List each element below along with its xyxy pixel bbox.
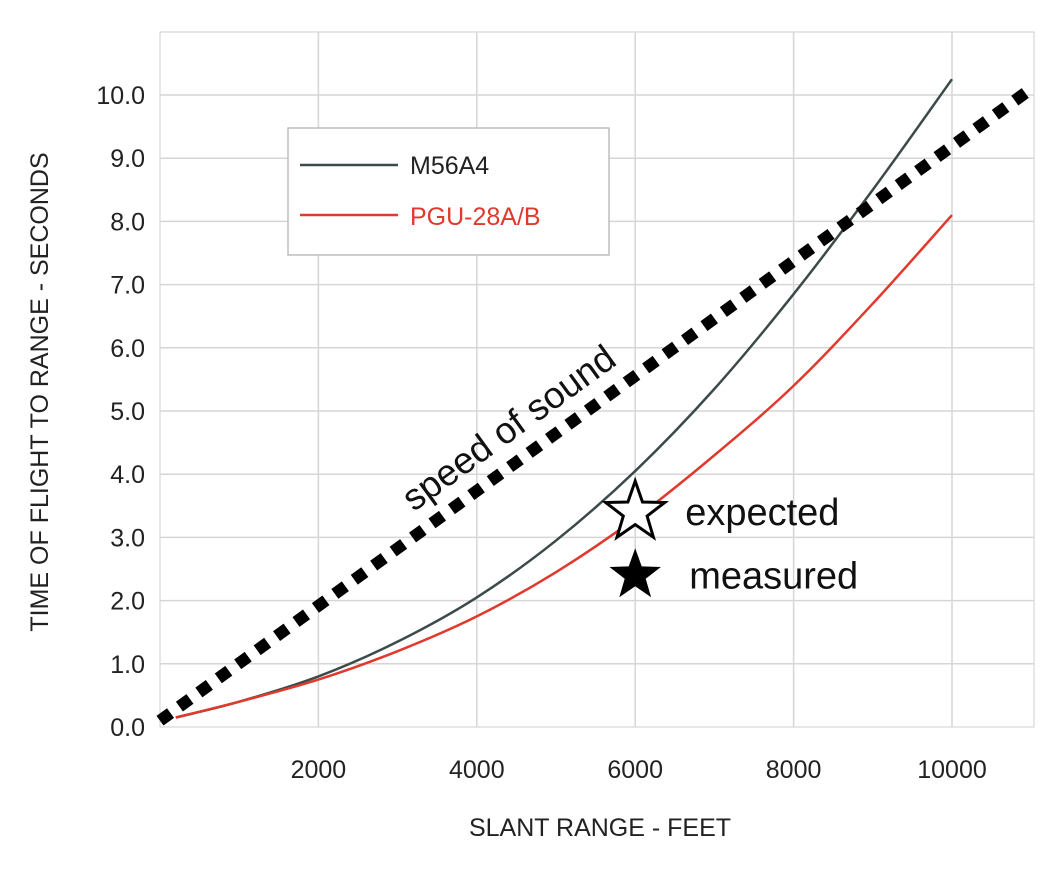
- annotation-markers: [601, 476, 669, 598]
- y-tick-label-7: 7.0: [110, 272, 145, 300]
- x-axis-label: SLANT RANGE - FEET: [469, 814, 731, 842]
- y-tick-label-1: 1.0: [110, 651, 145, 679]
- measured-star-marker: [609, 548, 661, 598]
- legend-box: [287, 127, 610, 256]
- y-axis-ticks: 0.0 1.0 2.0 3.0 4.0 5.0 6.0 7.0 8.0 9.0 10.0: [96, 82, 145, 742]
- y-tick-label-3: 3.0: [110, 524, 145, 552]
- series-line-m56a4: [175, 78, 954, 719]
- x-tick-label-0: 2000: [291, 756, 347, 784]
- measured-label: measured: [689, 555, 858, 597]
- x-tick-label-3: 8000: [766, 756, 822, 784]
- series-line-speed-of-sound: [156, 83, 1035, 726]
- legend-label-pgu28: PGU-28A/B: [410, 203, 541, 231]
- x-tick-label-2: 6000: [607, 756, 663, 784]
- y-tick-label-6: 6.0: [110, 335, 145, 363]
- y-axis-label: TIME OF FLIGHT TO RANGE - SECONDS: [26, 152, 54, 631]
- x-tick-label-4: 10000: [917, 756, 987, 784]
- y-tick-label-8: 8.0: [110, 208, 145, 236]
- series-layer: [156, 78, 1035, 726]
- expected-label: expected: [685, 492, 839, 534]
- y-tick-label-9: 9.0: [110, 145, 145, 173]
- y-tick-label-2: 2.0: [110, 588, 145, 616]
- x-tick-label-1: 4000: [449, 756, 505, 784]
- legend-label-m56a4: M56A4: [410, 152, 489, 180]
- series-line-pgu-28a-b: [175, 214, 953, 719]
- y-tick-label-10: 10.0: [96, 82, 145, 110]
- y-tick-label-4: 4.0: [110, 461, 145, 489]
- x-axis-ticks: 2000 4000 6000 8000 10000: [291, 756, 987, 784]
- expected-star-marker: [601, 476, 669, 541]
- y-tick-label-5: 5.0: [110, 398, 145, 426]
- legend: M56A4 PGU-28A/B: [287, 127, 610, 256]
- y-tick-label-0: 0.0: [110, 714, 145, 742]
